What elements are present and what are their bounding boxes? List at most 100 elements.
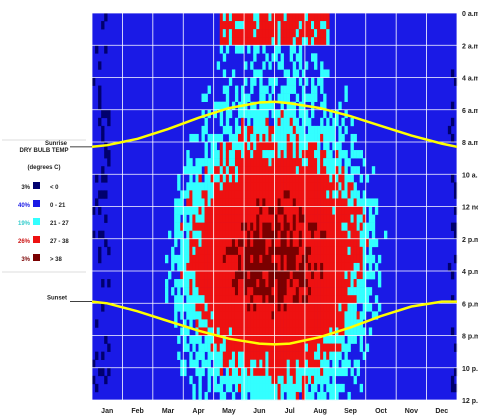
heatmap-cell [368,262,373,272]
heatmap-cell [262,182,266,191]
heatmap-cell [183,262,187,272]
heatmap-cell [201,311,205,320]
heatmap-cell [241,117,245,127]
heatmap-cell [231,37,236,46]
heatmap-cell [244,246,248,256]
heatmap-cell [301,142,306,151]
heatmap-cell [286,230,291,240]
heatmap-cell [189,246,193,256]
heatmap-cell [320,319,324,328]
heatmap-cell [241,133,245,143]
heatmap-cell [353,166,357,175]
heatmap-cell [101,109,105,119]
heatmap-cell [338,343,342,352]
heatmap-cell [341,271,345,280]
heatmap-cell [207,166,211,175]
heatmap-cell [332,182,336,191]
heatmap-cell [277,150,281,159]
heatmap-cell [283,262,287,272]
heatmap-cell [292,383,297,393]
heatmap-cell [165,254,169,264]
heatmap-cell [314,351,318,360]
heatmap-cell [253,359,257,369]
heatmap-cell [307,319,312,328]
heatmap-cell [222,53,227,62]
heatmap-cell [289,109,294,119]
heatmap-cell [271,174,275,183]
legend-swatch [33,236,40,243]
heatmap-cell [250,101,254,111]
heatmap-cell [280,335,284,344]
heatmap-cell [250,351,254,360]
heatmap-cell [320,222,324,231]
heatmap-cell [320,246,324,256]
heatmap-cell [204,150,208,159]
heatmap-cell [289,133,294,143]
heatmap-cell [219,214,224,223]
heatmap-cell [314,93,318,102]
heatmap-cell [259,351,263,360]
heatmap-cell [280,109,284,119]
heatmap-cell [265,150,269,159]
heatmap-cell [289,77,294,86]
heatmap-cell [289,343,294,352]
heatmap-cell [238,174,242,183]
heatmap-cell [286,21,291,30]
heatmap-cell [210,295,214,304]
heatmap-cell [326,303,330,312]
heatmap-cell [292,222,297,231]
heatmap-cell [213,142,218,151]
heatmap-cell [253,343,257,352]
heatmap-cell [307,351,312,360]
heatmap-cell [301,359,306,369]
heatmap-cell [204,190,208,199]
heatmap-cell [271,214,275,223]
heatmap-cell [274,125,278,135]
heatmap-cell [250,327,254,336]
heatmap-cell [262,246,266,256]
heatmap-cell [213,222,218,231]
heatmap-cell [311,271,315,280]
heatmap-cell [198,287,202,296]
heatmap-cell [295,254,300,264]
heatmap-cell [277,335,281,344]
heatmap-cell [204,174,208,183]
heatmap-cell [323,335,327,344]
heatmap-cell [295,351,300,360]
heatmap-cell [234,174,239,183]
heatmap-cell [101,133,105,143]
heatmap-cell [250,182,254,191]
heatmap-cell [222,351,227,360]
heatmap-cell [183,190,187,199]
heatmap-cell [320,117,324,127]
heatmap-cell [274,133,278,143]
heatmap-cell [186,190,190,199]
heatmap-cell [450,69,455,78]
heatmap-cell [265,29,269,38]
heatmap-cell [271,391,275,401]
heatmap-cell [247,166,251,175]
heatmap-cell [231,367,236,377]
heatmap-cell [314,222,318,231]
heatmap-cell [210,230,214,240]
heatmap-cell [98,190,102,199]
heatmap-cell [186,271,190,280]
heatmap-cell [332,383,336,393]
heatmap-cell [265,190,269,199]
heatmap-cell [271,279,275,288]
heatmap-cell [274,117,278,127]
heatmap-cell [250,238,254,248]
heatmap-cell [295,343,300,352]
heatmap-cell [216,222,221,231]
heatmap-cell [259,375,263,385]
heatmap-cell [301,319,306,328]
heatmap-cell [201,133,205,143]
heatmap-cell [195,198,199,207]
heatmap-cell [344,367,348,377]
heatmap-cell [289,53,294,62]
heatmap-cell [234,311,239,320]
heatmap-cell [253,77,257,86]
heatmap-cell [207,287,211,296]
heatmap-cell [314,254,318,264]
heatmap-cell [265,133,269,143]
